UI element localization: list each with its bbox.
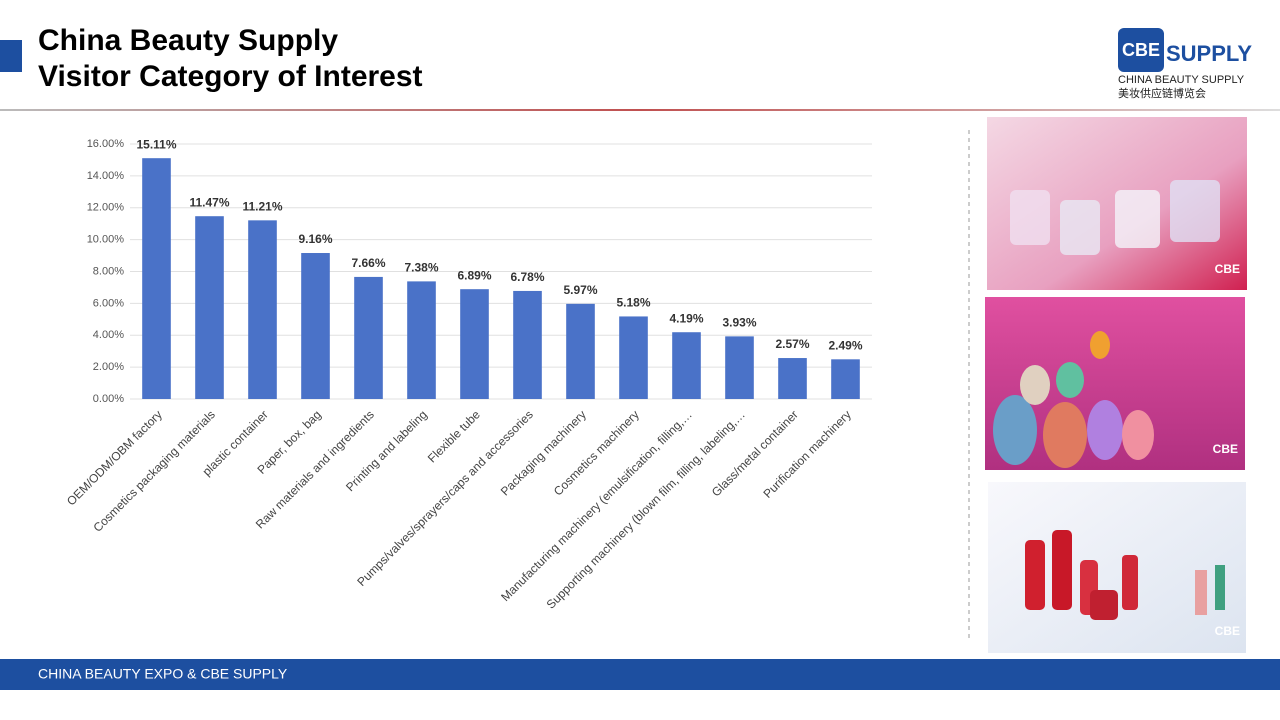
value-label: 5.18% xyxy=(616,296,650,310)
value-label: 5.97% xyxy=(563,283,597,297)
bar xyxy=(566,303,595,399)
bar xyxy=(354,276,383,399)
logo: CBE SUPPLY CHINA BEAUTY SUPPLY 美妆供应链博览会 xyxy=(1118,28,1252,100)
header-rule xyxy=(0,109,1280,111)
footer-text: CHINA BEAUTY EXPO & CBE SUPPLY xyxy=(38,666,288,682)
title: Visitor Category of Interest xyxy=(38,60,423,93)
bar xyxy=(460,289,489,399)
y-tick-label: 8.00% xyxy=(93,265,124,277)
bar xyxy=(672,332,701,399)
value-label: 9.16% xyxy=(298,232,332,246)
bar xyxy=(513,290,542,399)
y-tick-label: 6.00% xyxy=(93,297,124,309)
value-label: 2.57% xyxy=(775,337,809,351)
bar xyxy=(725,336,754,399)
logo-mark: CBE xyxy=(1122,40,1160,60)
bar xyxy=(301,253,330,399)
x-tick-label: Supporting machinery (blown film, fillin… xyxy=(544,407,748,611)
bar xyxy=(195,216,224,399)
value-label: 6.78% xyxy=(510,270,544,284)
bar xyxy=(619,316,648,399)
footer-band xyxy=(0,659,1280,690)
value-label: 11.21% xyxy=(242,200,282,214)
logo-word: SUPPLY xyxy=(1166,41,1252,66)
y-tick-label: 4.00% xyxy=(93,329,124,341)
y-tick-label: 12.00% xyxy=(87,202,125,214)
x-tick-label: OEM/ODM/OBM factory xyxy=(64,407,165,508)
y-tick-label: 10.00% xyxy=(87,234,125,246)
bar xyxy=(142,158,171,399)
photo: CBE xyxy=(988,482,1246,653)
bar xyxy=(778,358,807,399)
value-label: 6.89% xyxy=(457,268,491,282)
bar xyxy=(248,220,277,399)
logo-chinese: 美妆供应链博览会 xyxy=(1118,86,1206,100)
watermark: CBE xyxy=(1215,262,1240,276)
logo-subtitle: CHINA BEAUTY SUPPLY xyxy=(1118,74,1245,86)
bar xyxy=(831,359,860,399)
y-tick-label: 16.00% xyxy=(87,138,125,150)
value-label: 7.66% xyxy=(351,256,385,270)
value-label: 2.49% xyxy=(828,338,862,352)
value-label: 15.11% xyxy=(136,137,176,151)
x-tick-label: Purification machinery xyxy=(760,407,853,500)
header-accent xyxy=(0,40,22,72)
x-tick-label: Manufacturing machinery (emulsification,… xyxy=(498,407,695,604)
logo-badge xyxy=(1118,28,1164,72)
photo: CBE xyxy=(987,117,1247,290)
y-tick-label: 2.00% xyxy=(93,361,124,373)
value-label: 7.38% xyxy=(404,261,438,275)
y-tick-label: 0.00% xyxy=(93,393,124,405)
value-label: 11.47% xyxy=(189,195,229,209)
title: China Beauty Supply xyxy=(38,24,338,57)
y-tick-label: 14.00% xyxy=(87,170,125,182)
photo: CBE xyxy=(985,297,1245,470)
watermark: CBE xyxy=(1213,442,1238,456)
bar xyxy=(407,281,436,399)
value-label: 4.19% xyxy=(669,311,703,325)
value-label: 3.93% xyxy=(722,316,756,330)
chart: 0.00% 2.00% 4.00% 6.00% 8.00% 10.00% 12.00% 14.… xyxy=(64,137,872,612)
x-tick-label: Flexible tube xyxy=(425,407,483,465)
watermark: CBE xyxy=(1215,624,1240,638)
x-tick-label: Glass/metal container xyxy=(709,407,801,499)
